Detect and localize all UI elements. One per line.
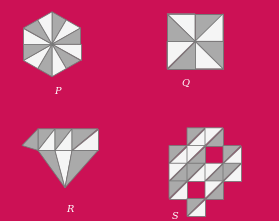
Polygon shape	[52, 20, 81, 44]
Polygon shape	[38, 44, 52, 77]
Polygon shape	[223, 163, 241, 181]
Polygon shape	[52, 28, 81, 44]
Polygon shape	[38, 12, 52, 44]
Polygon shape	[169, 163, 187, 181]
Polygon shape	[187, 128, 205, 145]
Polygon shape	[187, 163, 205, 181]
Polygon shape	[38, 129, 55, 151]
Polygon shape	[205, 163, 223, 181]
Polygon shape	[205, 181, 223, 199]
Polygon shape	[169, 145, 187, 163]
Polygon shape	[52, 12, 66, 44]
Polygon shape	[55, 129, 72, 151]
Polygon shape	[187, 199, 205, 216]
Polygon shape	[38, 151, 65, 188]
Polygon shape	[23, 20, 52, 44]
Polygon shape	[187, 163, 205, 181]
Polygon shape	[167, 41, 195, 69]
Polygon shape	[23, 44, 52, 61]
Polygon shape	[187, 199, 205, 216]
Polygon shape	[167, 41, 195, 69]
Polygon shape	[22, 129, 38, 151]
Text: R: R	[66, 205, 74, 214]
Text: S: S	[172, 212, 178, 221]
Polygon shape	[195, 14, 223, 41]
Polygon shape	[167, 14, 195, 41]
Polygon shape	[223, 145, 241, 163]
Polygon shape	[169, 163, 187, 181]
Polygon shape	[23, 28, 52, 44]
Polygon shape	[52, 44, 66, 77]
Polygon shape	[72, 129, 98, 151]
Polygon shape	[205, 181, 223, 199]
Polygon shape	[223, 163, 241, 181]
Text: Q: Q	[181, 78, 189, 87]
Polygon shape	[52, 44, 81, 61]
Polygon shape	[195, 14, 223, 41]
Polygon shape	[187, 145, 205, 163]
Polygon shape	[169, 181, 187, 199]
Polygon shape	[195, 41, 223, 69]
Polygon shape	[205, 163, 223, 181]
Polygon shape	[205, 128, 223, 145]
Polygon shape	[205, 128, 223, 145]
Polygon shape	[55, 151, 72, 188]
Polygon shape	[23, 44, 52, 69]
Polygon shape	[55, 129, 72, 151]
Polygon shape	[187, 145, 205, 163]
Polygon shape	[65, 151, 98, 188]
Polygon shape	[169, 145, 187, 163]
Polygon shape	[38, 129, 55, 151]
Polygon shape	[187, 128, 205, 145]
Polygon shape	[72, 129, 98, 151]
Polygon shape	[223, 145, 241, 163]
Polygon shape	[167, 14, 195, 41]
Polygon shape	[169, 181, 187, 199]
Text: P: P	[54, 87, 60, 96]
Polygon shape	[195, 41, 223, 69]
Polygon shape	[52, 44, 81, 69]
Bar	[167, 14, 223, 69]
